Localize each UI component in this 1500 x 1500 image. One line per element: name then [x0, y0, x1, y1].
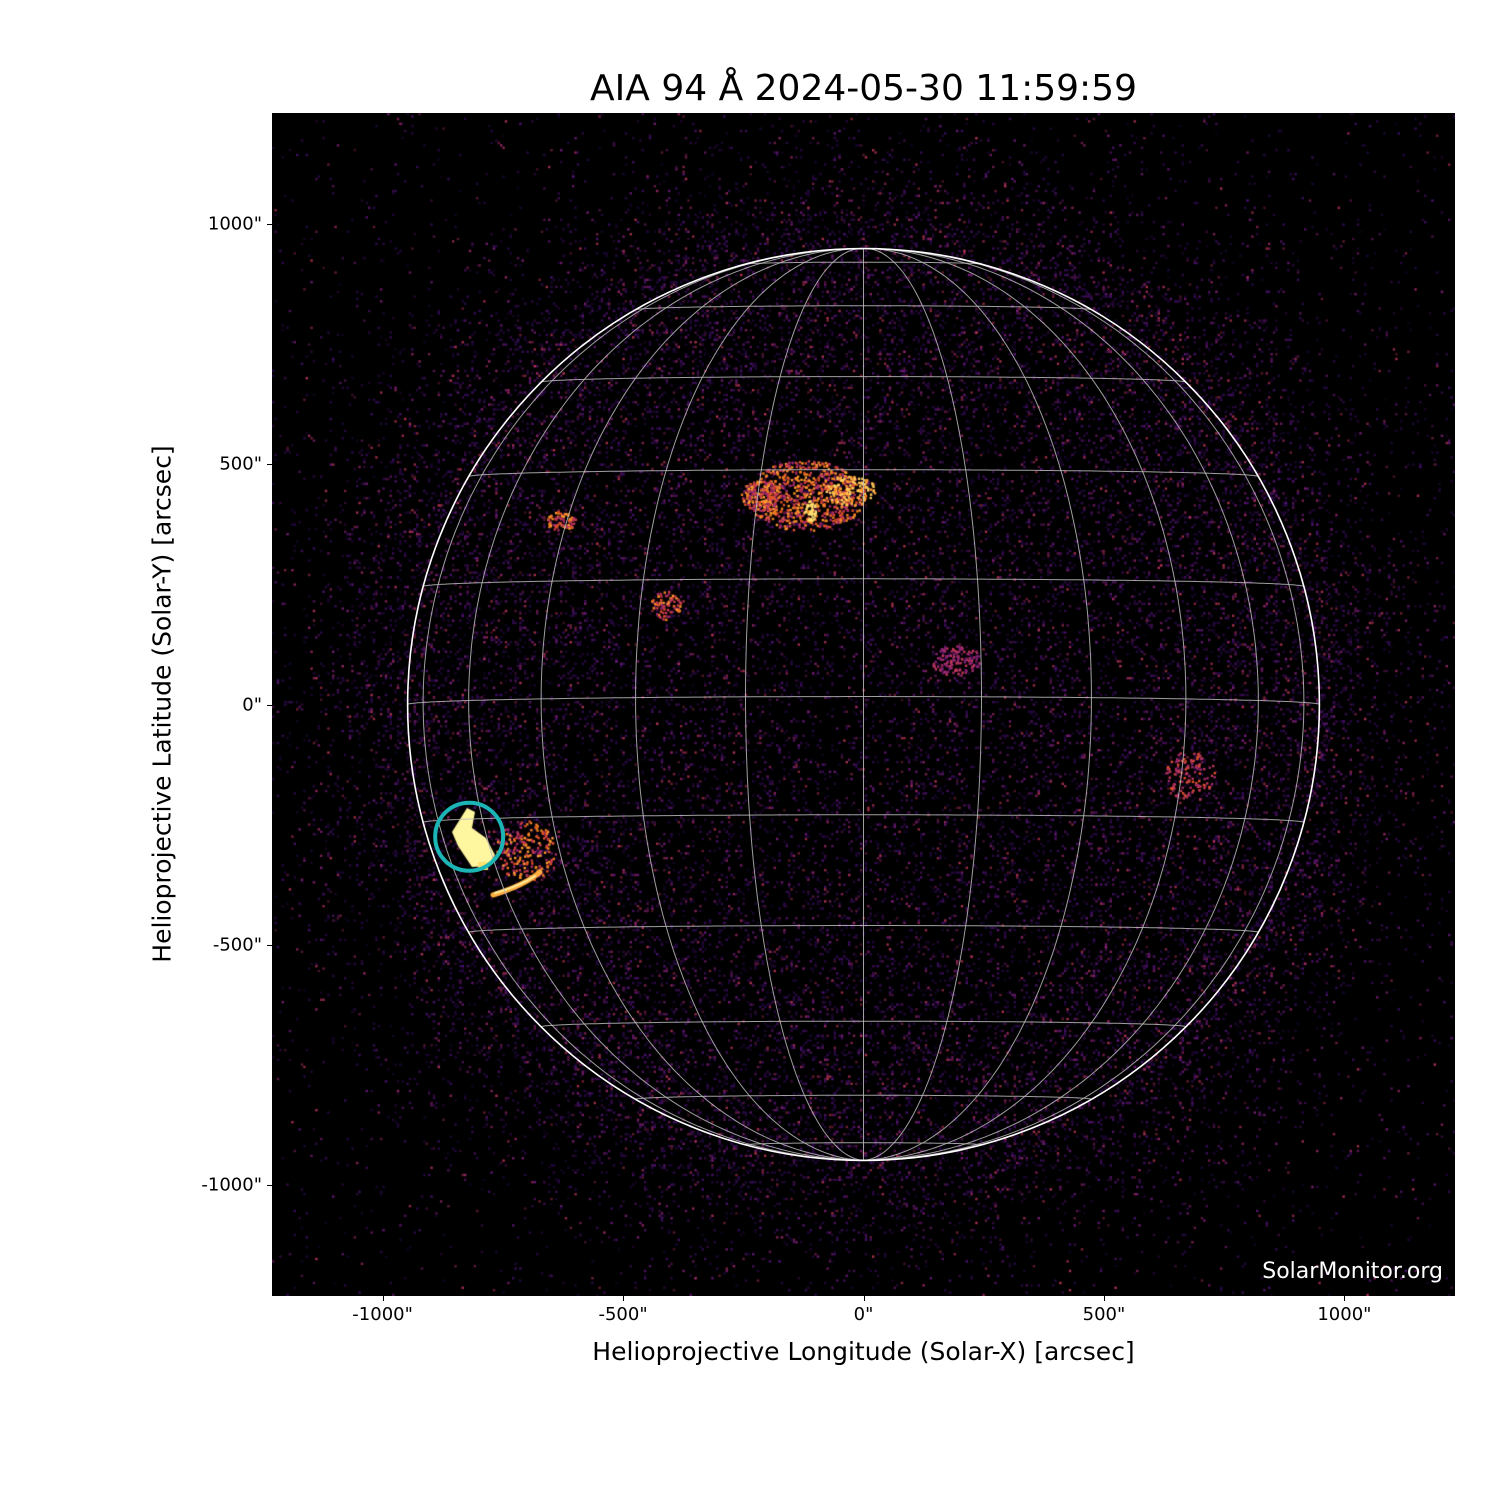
longitude-line — [745, 248, 864, 1161]
chart-title: AIA 94 Å 2024-05-30 11:59:59 — [590, 68, 1137, 109]
plot-area: SolarMonitor.org — [272, 113, 1455, 1296]
x-tick-mark — [1344, 1296, 1346, 1301]
longitude-line — [468, 248, 864, 1161]
x-tick-mark — [1103, 1296, 1105, 1301]
y-tick-mark — [267, 1185, 272, 1187]
longitude-line — [422, 249, 864, 1161]
x-tick-mark — [382, 1296, 384, 1301]
watermark: SolarMonitor.org — [1262, 1259, 1443, 1284]
x-tick-label: -1000" — [352, 1304, 413, 1325]
y-tick-mark — [267, 704, 272, 706]
x-tick-mark — [623, 1296, 625, 1301]
longitude-line — [863, 249, 1305, 1161]
x-tick-label: 500" — [1082, 1304, 1126, 1325]
longitude-line — [863, 704, 1320, 1161]
longitude-line — [407, 704, 864, 1161]
x-axis-label: Helioprojective Longitude (Solar-X) [arc… — [592, 1337, 1135, 1366]
y-axis-label: Helioprojective Latitude (Solar-Y) [arcs… — [147, 445, 177, 963]
x-tick-label: -500" — [598, 1304, 648, 1325]
y-tick-label: -1000" — [201, 1174, 262, 1196]
flare-highlight-circle — [433, 800, 506, 873]
x-tick-label: 1000" — [1317, 1304, 1372, 1325]
x-tick-mark — [863, 1296, 865, 1301]
x-tick-label: 0" — [853, 1304, 874, 1325]
y-tick-mark — [267, 464, 272, 466]
longitude-line — [863, 248, 1092, 1161]
y-tick-mark — [267, 223, 272, 225]
longitude-line — [540, 248, 864, 1161]
longitude-line — [863, 248, 1259, 1161]
y-tick-label: 500" — [219, 453, 262, 475]
y-tick-label: -500" — [212, 934, 262, 956]
longitude-line — [863, 248, 1187, 1161]
longitude-line — [635, 248, 864, 1161]
solar-limb — [406, 247, 1321, 1162]
y-tick-label: 0" — [242, 694, 262, 715]
longitude-line — [863, 248, 982, 1161]
y-tick-mark — [267, 944, 272, 946]
heliographic-grid — [406, 247, 1321, 1162]
y-tick-label: 1000" — [207, 213, 262, 235]
